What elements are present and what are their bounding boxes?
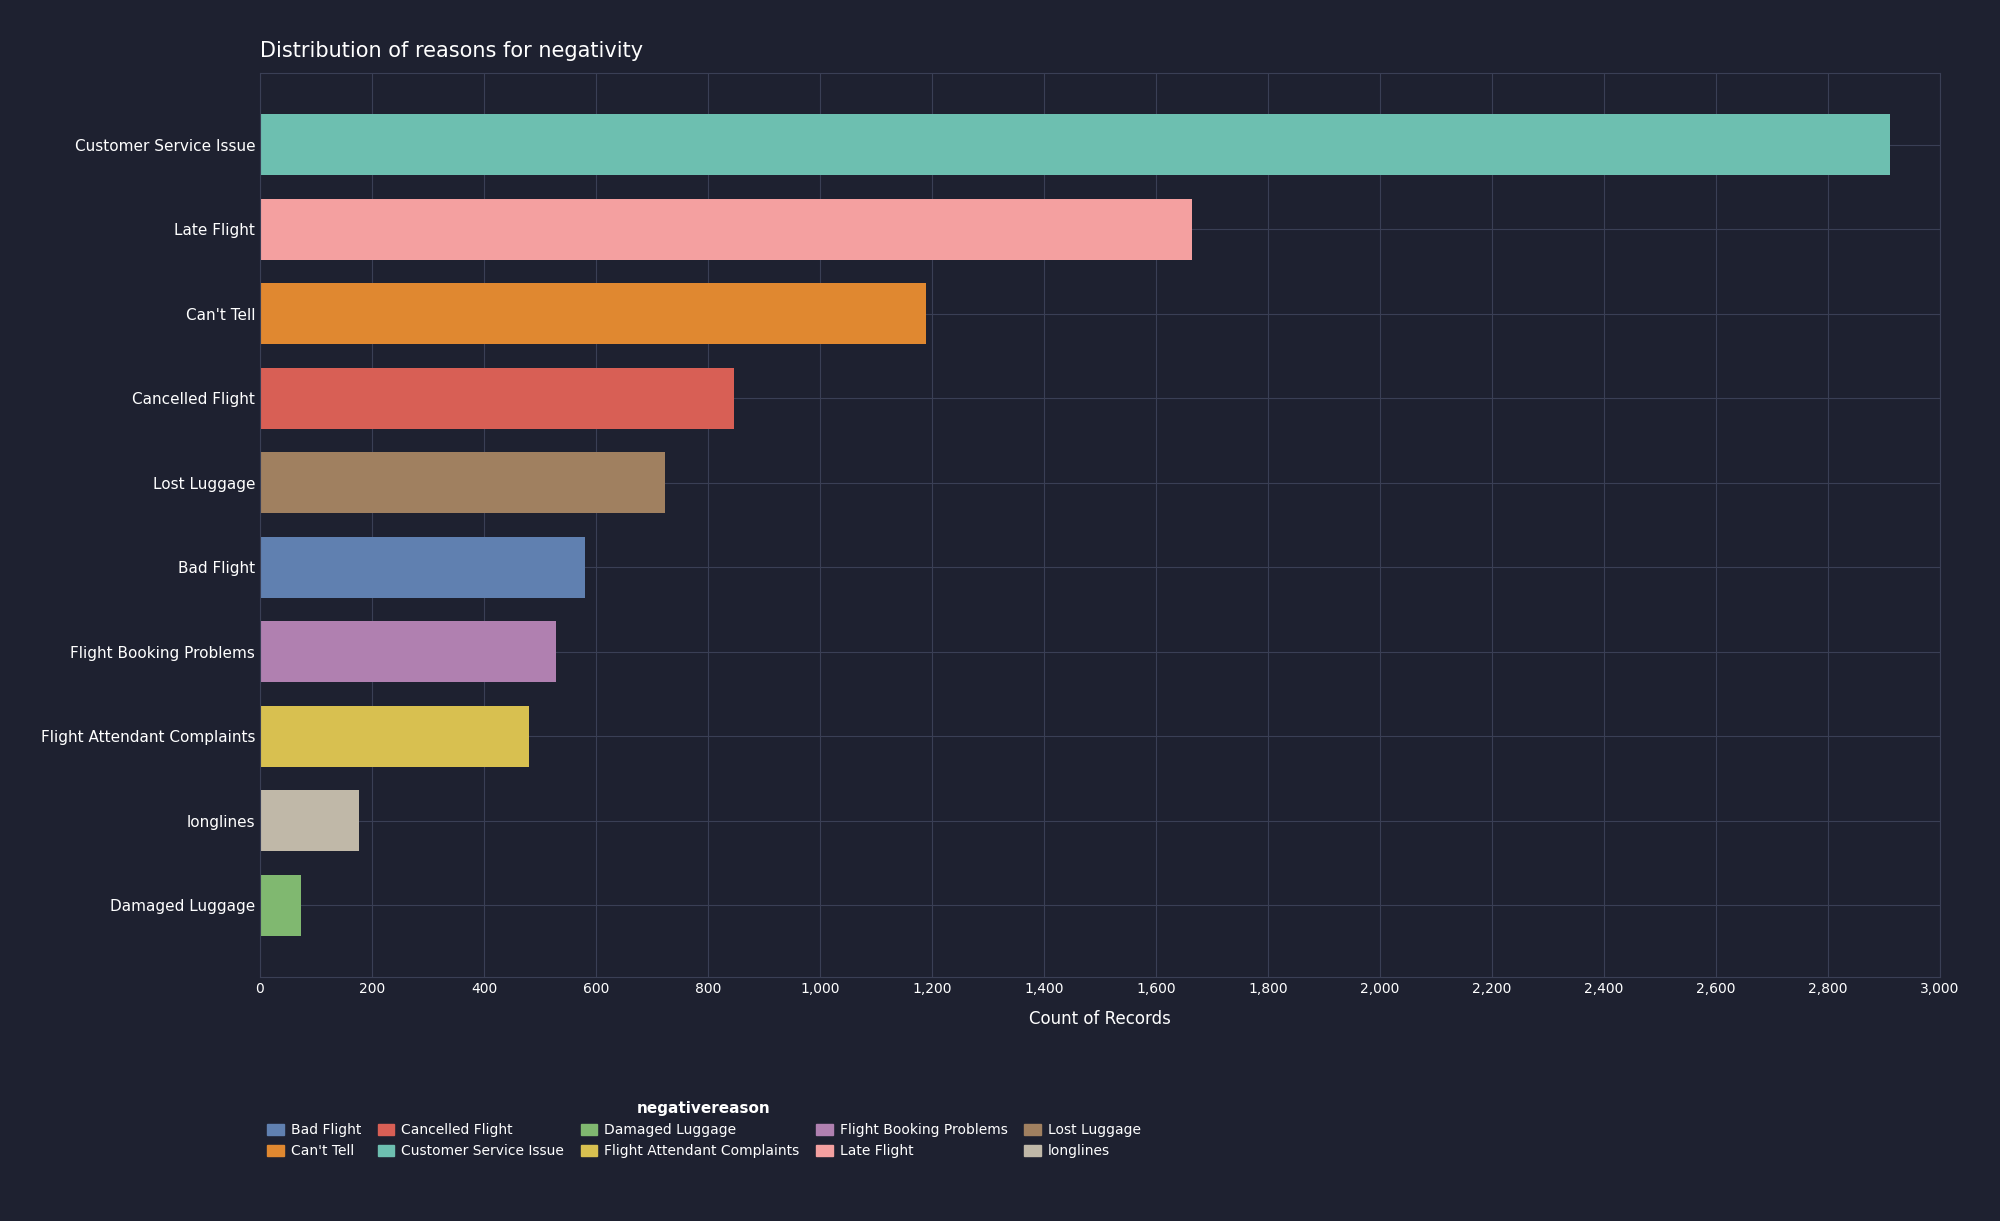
Bar (260, 706, 530, 767)
Bar (260, 199, 1192, 260)
Bar (260, 537, 584, 598)
X-axis label: Count of Records: Count of Records (1030, 1010, 1170, 1028)
Bar (260, 790, 358, 851)
Legend: Bad Flight, Can't Tell, Cancelled Flight, Customer Service Issue, Damaged Luggag: Bad Flight, Can't Tell, Cancelled Flight… (266, 1101, 1142, 1158)
Text: Distribution of reasons for negativity: Distribution of reasons for negativity (260, 40, 644, 61)
Bar (260, 875, 302, 935)
Bar (260, 368, 734, 429)
Bar (260, 115, 1890, 175)
Bar (260, 283, 926, 344)
Bar (260, 621, 556, 683)
Bar (260, 452, 666, 513)
